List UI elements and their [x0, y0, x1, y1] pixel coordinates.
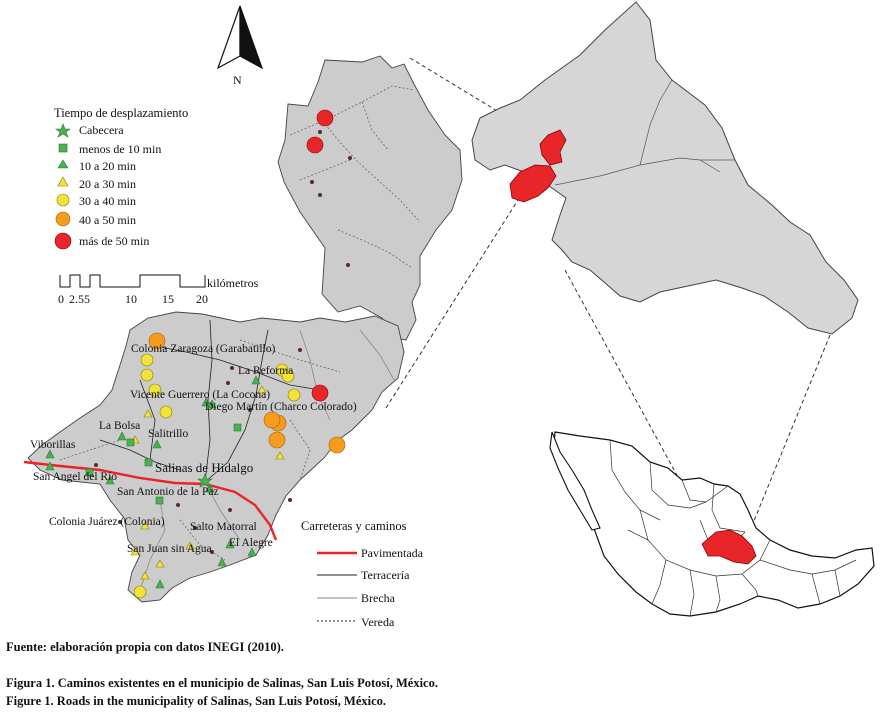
north-points	[306, 109, 352, 267]
scale-tick-2-55: 2.55	[69, 292, 90, 306]
legend-circle-red-icon	[54, 232, 72, 250]
roads-legend-path: Vereda	[361, 615, 395, 629]
label-diego-martin: Diego Martín (Charco Colorado)	[205, 401, 357, 413]
scale-tick-20: 20	[196, 292, 208, 306]
label-san-juan: San Juan sin Agua	[127, 543, 212, 555]
state-highlight-salinas	[509, 129, 567, 203]
label-la-bolsa: La Bolsa	[99, 420, 140, 432]
label-vicente-guerrero: Vicente Guerrero (La Cocona)	[130, 389, 270, 401]
label-san-angel: San Angel del Río	[33, 471, 117, 483]
label-viborillas: Viborillas	[30, 439, 76, 451]
label-salinas: Salinas de Hidalgo	[155, 460, 253, 475]
legend-item-cabecera: Cabecera	[79, 123, 124, 137]
legend-circle-orange-icon	[55, 211, 71, 227]
legend-item-more50: más de 50 min	[79, 234, 149, 248]
label-san-antonio: San Antonio de la Paz	[117, 486, 219, 498]
roads-legend-title: Carreteras y caminos	[301, 519, 407, 533]
scale-tick-10: 10	[125, 292, 137, 306]
legend-item-10-20: 10 a 20 min	[79, 159, 136, 173]
map-figure: N Tiempo de desplazamiento Cabecera meno…	[23, 1, 875, 629]
legend-symbols	[54, 123, 72, 250]
legend-star-icon	[55, 123, 71, 138]
legend-triangle-green-icon	[57, 159, 69, 169]
north-roads	[289, 85, 421, 269]
north-arrow-icon	[216, 5, 264, 70]
source-note: Fuente: elaboración propia con datos INE…	[6, 640, 284, 654]
figure-caption-en: Figure 1. Roads in the municipality of S…	[6, 694, 387, 708]
roads-legend-paved: Pavimentada	[361, 546, 424, 560]
legend-item-30-40: 30 a 40 min	[79, 194, 136, 208]
legend-title: Tiempo de desplazamiento	[54, 106, 188, 120]
legend-square-icon	[58, 143, 68, 153]
scale-tick-15: 15	[162, 292, 174, 306]
label-colonia-zaragoza: Colonia Zaragoza (Garabatillo)	[131, 343, 275, 355]
south-points	[45, 332, 346, 599]
label-salto-matorral: Salto Matorral	[190, 521, 257, 533]
legend-circle-yellow-icon	[56, 193, 70, 207]
mexico-outline	[553, 431, 875, 617]
label-la-reforma: La Reforma	[238, 365, 293, 377]
cabecera-star-icon	[197, 473, 213, 488]
scale-bar	[59, 274, 206, 288]
baja-california-outline	[549, 431, 601, 531]
legend-item-40-50: 40 a 50 min	[79, 213, 136, 227]
scale-tick-0: 0	[58, 292, 64, 306]
legend-item-less10: menos de 10 min	[79, 142, 161, 156]
roads-legend-gap: Brecha	[361, 591, 396, 605]
north-label: N	[233, 73, 242, 87]
label-el-alegre: El Alegre	[229, 537, 273, 549]
mexico-highlight-slp	[701, 529, 757, 565]
municipality-north-shape	[277, 55, 463, 341]
roads-legend-dirt: Terracería	[361, 568, 410, 582]
paved-road	[23, 460, 278, 541]
figure-caption-es: Figura 1. Caminos existentes en el munic…	[6, 676, 438, 690]
legend-item-20-30: 20 a 30 min	[79, 177, 136, 191]
state-internal-borders	[554, 79, 735, 186]
label-colonia-juarez: Colonia Juárez (Colonia)	[49, 516, 165, 528]
legend-triangle-yellow-icon	[57, 176, 69, 187]
scale-unit: kilómetros	[207, 276, 259, 290]
municipality-south-shape	[27, 311, 405, 603]
state-shape	[471, 1, 859, 335]
label-salitrillo: Salitrillo	[148, 428, 189, 440]
